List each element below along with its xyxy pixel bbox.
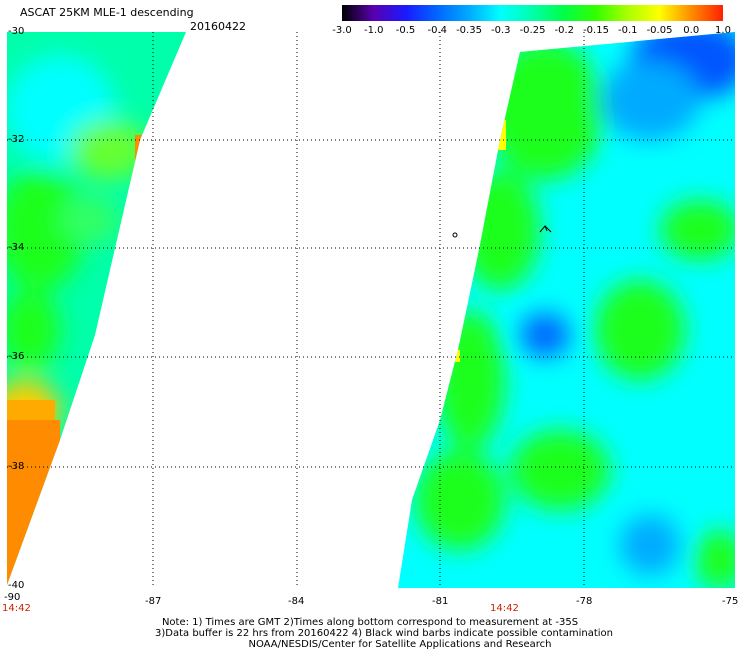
colorbar-tick-label: -0.25 — [519, 25, 546, 36]
colorbar-tick-label: 0.0 — [683, 25, 700, 36]
colorbar-tick-label: -1.0 — [363, 25, 384, 36]
west-swath-time: 14:42 — [2, 603, 31, 614]
wind-barb — [539, 225, 552, 233]
lon-label: -81 — [432, 596, 449, 607]
colorbar-tick-label: 1.0 — [715, 25, 731, 36]
colorbar-tick-label: -0.15 — [583, 25, 609, 36]
west-swath — [7, 32, 186, 585]
lat-label: -30 — [8, 26, 25, 37]
east-swath-time: 14:42 — [490, 603, 519, 614]
colorbar-tick-label: -0.3 — [490, 25, 511, 36]
colorbar-tick-label: -0.05 — [646, 25, 673, 36]
lon-label: -75 — [722, 596, 739, 607]
east-swath — [398, 32, 735, 588]
colorbar-tick-label: -3.0 — [332, 25, 352, 36]
note-line-1: Note: 1) Times are GMT 2)Times along bot… — [161, 617, 579, 628]
colorbar-tick-label: -0.35 — [456, 25, 482, 36]
colorbar-gradient — [342, 5, 723, 21]
island-marker — [452, 232, 458, 238]
lat-label: -38 — [8, 461, 25, 472]
lon-label: -90 — [4, 592, 21, 603]
note-line-3: NOAA/NESDIS/Center for Satellite Applica… — [248, 639, 552, 650]
colorbar-tick-label: -0.5 — [395, 25, 416, 36]
lon-label: -87 — [145, 596, 162, 607]
lat-label: -34 — [8, 242, 25, 253]
lat-label: -32 — [8, 134, 25, 145]
lon-label: -78 — [576, 596, 593, 607]
colorbar-tick-label: -0.4 — [427, 25, 448, 36]
colorbar-tick-label: -0.2 — [554, 25, 575, 36]
map-date: 20160422 — [190, 20, 246, 33]
lat-label: -36 — [8, 351, 25, 362]
note-line-2: 3)Data buffer is 22 hrs from 20160422 4)… — [155, 628, 613, 639]
grid-lines — [7, 32, 735, 588]
colorbar — [342, 5, 723, 21]
lon-label: -84 — [288, 596, 305, 607]
swath-map — [7, 32, 735, 588]
lat-label: -40 — [8, 580, 25, 591]
map-title: ASCAT 25KM MLE-1 descending — [20, 6, 194, 19]
colorbar-tick-label: -0.1 — [617, 25, 638, 36]
